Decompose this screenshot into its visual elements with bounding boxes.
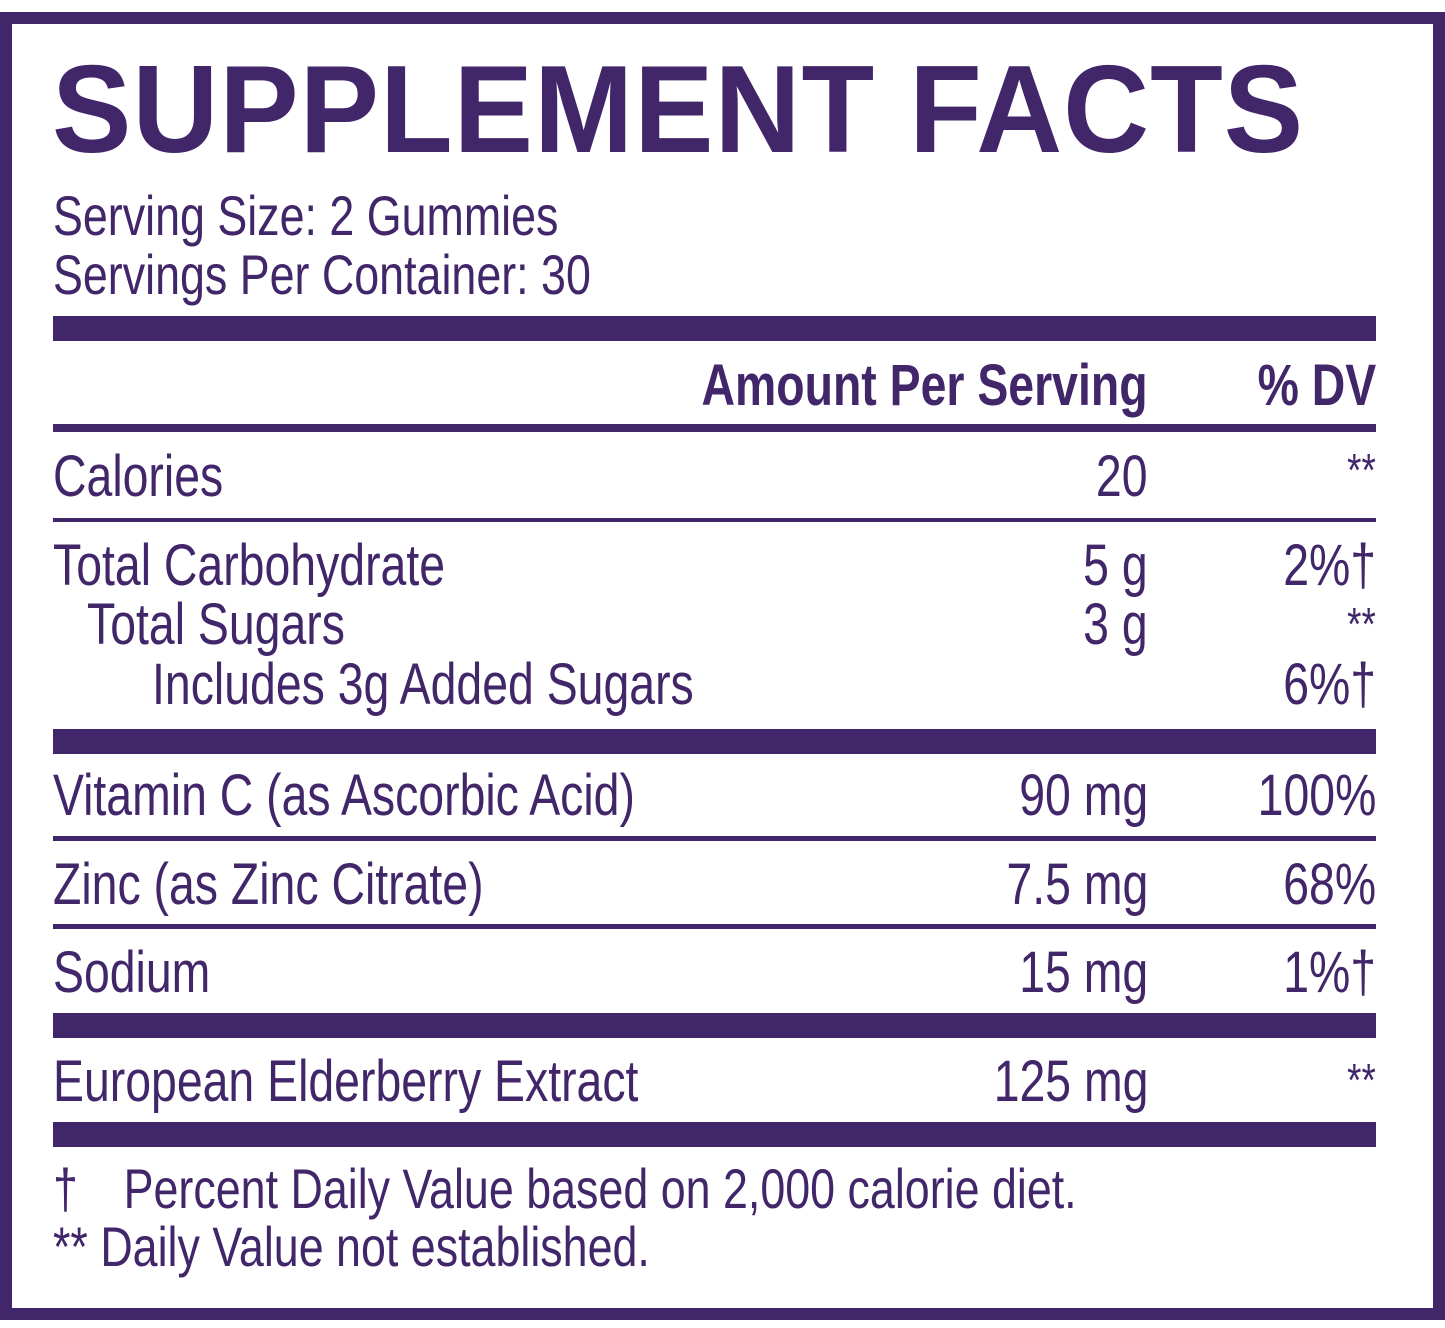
row-name: Sodium [53, 940, 211, 1005]
footnote-text: Daily Value not established. [100, 1215, 650, 1278]
footnote-double-asterisk: ** Daily Value not established. [53, 1218, 650, 1276]
divider-thin [53, 518, 1376, 522]
divider-thick [53, 316, 1376, 341]
divider-rule [53, 924, 1376, 929]
serving-size: Serving Size: 2 Gummies [53, 184, 559, 247]
footnote-dagger: † Percent Daily Value based on 2,000 cal… [53, 1160, 1077, 1218]
row-dv: 2%† [1283, 533, 1376, 598]
footnote-symbol: ** [53, 1215, 88, 1278]
row-amount: 90 mg [1019, 763, 1148, 828]
divider-rule [53, 836, 1376, 841]
row-dv: ** [1347, 444, 1376, 496]
row-amount: 15 mg [1019, 940, 1148, 1005]
row-dv: ** [1347, 598, 1376, 650]
row-dv: 68% [1283, 852, 1376, 917]
row-amount: 125 mg [993, 1049, 1148, 1114]
label-border [0, 12, 1445, 1320]
row-amount: 3 g [1083, 592, 1148, 657]
row-dv: 100% [1257, 763, 1376, 828]
servings-per-container: Servings Per Container: 30 [53, 243, 591, 306]
footnote-symbol: † [53, 1157, 78, 1220]
divider-thick [53, 729, 1376, 754]
row-name: European Elderberry Extract [53, 1049, 639, 1114]
divider-thick [53, 1013, 1376, 1038]
row-name: Zinc (as Zinc Citrate) [53, 852, 484, 917]
header-percent-dv: % DV [1257, 353, 1376, 418]
footnote-text: Percent Daily Value based on 2,000 calor… [123, 1157, 1077, 1220]
divider-medium [53, 424, 1376, 432]
row-amount: 7.5 mg [1006, 852, 1148, 917]
label-title: SUPPLEMENT FACTS [52, 41, 1305, 179]
row-amount: 20 [1096, 444, 1148, 509]
row-name: Calories [53, 444, 224, 509]
row-name: Total Sugars [87, 592, 345, 657]
row-name: Includes 3g Added Sugars [152, 652, 694, 717]
row-amount: 5 g [1083, 533, 1148, 598]
row-dv: ** [1347, 1054, 1376, 1106]
row-name: Vitamin C (as Ascorbic Acid) [53, 763, 635, 828]
row-dv: 1%† [1283, 940, 1376, 1005]
header-amount-per-serving: Amount Per Serving [701, 353, 1148, 418]
divider-thick [53, 1122, 1376, 1147]
row-dv: 6%† [1283, 652, 1376, 717]
row-name: Total Carbohydrate [53, 533, 446, 598]
